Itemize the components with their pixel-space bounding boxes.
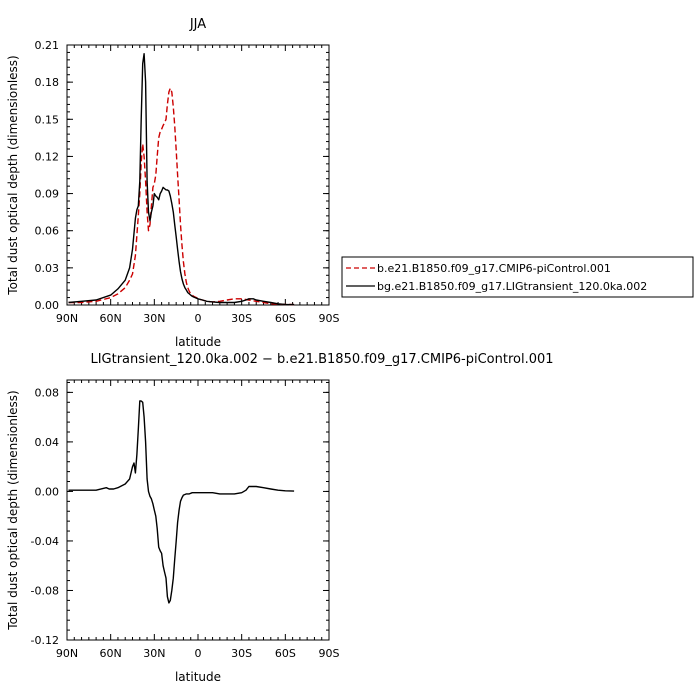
y-axis-label: Total dust optical depth (dimensionless) [6,55,20,295]
y-axis-label: Total dust optical depth (dimensionless) [6,390,20,630]
bottom-panel: LIGtransient_120.0ka.002 − b.e21.B1850.f… [6,352,554,684]
x-tick-label: 30N [143,647,165,660]
x-tick-label: 0 [195,647,202,660]
y-tick-label: 0.12 [35,150,60,163]
legend-label-picontrol: b.e21.B1850.f09_g17.CMIP6-piControl.001 [377,262,611,275]
y-tick-label: 0.09 [35,188,60,201]
y-tick-label: 0.08 [35,386,60,399]
x-tick-label: 30S [231,312,252,325]
legend-box [341,256,694,298]
x-tick-label: 90S [319,647,340,660]
series-line-solid [68,53,295,306]
x-axis: 90N 60N 30N 0 30S 60S 90S [56,45,340,325]
x-tick-label: 30N [143,312,165,325]
x-axis: 90N 60N 30N 0 30S 60S 90S [56,380,340,660]
x-tick-label: 60S [275,647,296,660]
y-tick-label: -0.12 [31,634,59,647]
x-axis-label: latitude [175,335,221,349]
chart-title: LIGtransient_120.0ka.002 − b.e21.B1850.f… [90,352,553,367]
y-axis: -0.12 -0.08 -0.04 0.00 0.04 0.08 [31,381,329,647]
legend-label-ligtransient: bg.e21.B1850.f09_g17.LIGtransient_120.0k… [377,280,647,293]
x-tick-label: 60N [100,312,122,325]
series-line-solid [68,400,295,604]
y-tick-label: 0.04 [35,436,60,449]
x-tick-label: 90N [56,647,78,660]
plot-frame [66,44,330,306]
x-tick-label: 60S [275,312,296,325]
x-tick-label: 90S [319,312,340,325]
y-axis: 0.00 0.03 0.06 0.09 0.12 0.15 0.18 0.21 [35,39,329,312]
x-tick-label: 0 [195,312,202,325]
x-tick-label: 90N [56,312,78,325]
series-layer [68,400,295,604]
y-tick-label: -0.04 [31,535,59,548]
x-axis-label: latitude [175,670,221,684]
x-tick-label: 60N [100,647,122,660]
top-panel: JJA 90N 60N 30N 0 30S 60S 90S 0.00 0.03 0.06 0.09… [6,17,340,349]
y-tick-label: 0.00 [35,485,60,498]
chart-title: JJA [189,17,206,32]
series-layer [68,53,295,306]
legend: b.e21.B1850.f09_g17.CMIP6-piControl.001 … [341,256,694,298]
y-tick-label: 0.00 [35,299,60,312]
y-tick-label: -0.08 [31,584,59,597]
x-tick-label: 30S [231,647,252,660]
y-tick-label: 0.06 [35,225,60,238]
plot-frame [66,379,330,641]
y-tick-label: 0.15 [35,113,60,126]
y-tick-label: 0.21 [35,39,60,52]
y-tick-label: 0.03 [35,262,60,275]
y-tick-label: 0.18 [35,76,60,89]
